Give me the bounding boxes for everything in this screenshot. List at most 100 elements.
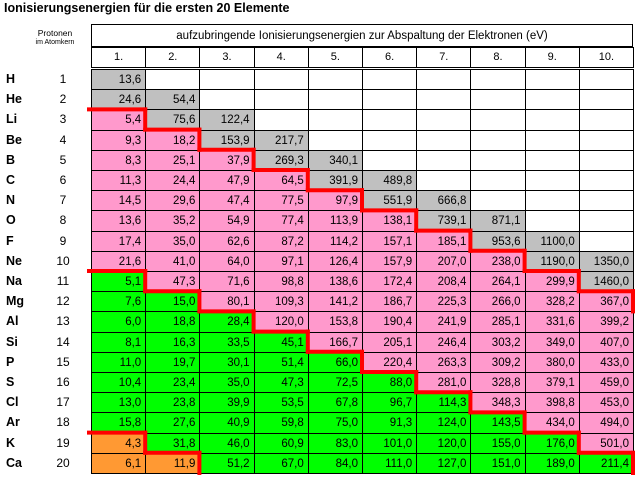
energy-cell: 46,0 [199,432,255,454]
energy-cell: 185,1 [416,230,472,252]
energy-cell: 88,0 [362,372,418,394]
element-symbol: He [6,92,22,107]
energy-cell: 6,1 [91,452,147,474]
energy-cell [470,190,526,212]
proton-count: 16 [56,375,70,389]
energy-cell: 71,6 [199,271,255,293]
energy-cell: 15,0 [145,291,201,313]
energy-cell [578,109,634,131]
energy-cell: 75,0 [307,412,363,434]
energy-cell [416,89,472,111]
energy-cell [362,69,418,91]
energy-cell: 45,1 [253,331,309,353]
proton-count: 3 [59,112,67,127]
energy-cell: 84,0 [307,452,363,474]
energy-cell: 53,5 [253,392,309,414]
energy-cell: 23,8 [145,392,201,414]
energy-cell: 35,0 [145,230,201,252]
energy-cell [362,109,418,131]
element-symbol: Ne [6,253,22,268]
energy-cell: 80,1 [199,291,255,313]
energy-cell [524,210,580,232]
element-symbol: Ca [6,455,22,470]
energy-cell: 9,3 [91,129,147,151]
energy-cell [416,109,472,131]
protonen-header-line1: Protonen [37,28,73,38]
energy-cell [524,149,580,171]
energy-cell: 28,4 [199,311,255,333]
energy-cell: 141,2 [307,291,363,313]
energy-cell: 35,2 [145,210,201,232]
energy-cell: 953,6 [470,230,526,252]
element-symbol: Mg [6,294,25,309]
energy-cell: 225,3 [416,291,472,313]
energy-cell: 299,9 [524,271,580,293]
energy-cell: 23,4 [145,372,201,394]
energy-cell: 246,4 [416,331,472,353]
energy-cell [470,69,526,91]
energy-cell: 459,0 [578,372,634,394]
element-symbol: H [6,72,16,86]
energy-cell: 285,1 [470,311,526,333]
energy-cell [524,69,580,91]
energy-cell: 13,6 [91,210,147,232]
energy-cell: 8,3 [91,149,147,171]
energy-cell [470,89,526,111]
protonen-header-line2: im Atomkern [35,39,75,46]
energy-cell: 207,0 [416,250,472,272]
energy-cell [362,129,418,151]
column-header: 6. [362,47,418,68]
energy-cell [578,89,634,111]
energy-cell: 494,0 [578,412,634,434]
energy-cell [362,149,418,171]
energy-cell: 51,2 [199,452,255,474]
energy-cell: 5,4 [91,109,147,131]
energy-cell: 31,8 [145,432,201,454]
energy-cell: 114,3 [416,392,472,414]
energy-cell: 143,5 [470,412,526,434]
energy-cell [578,129,634,151]
energy-cell: 328,8 [470,372,526,394]
column-header: 10. [578,47,634,68]
column-header: 7. [416,47,472,68]
energy-cell: 122,4 [199,109,255,131]
element-symbol: Ar [6,415,20,430]
energy-cell: 205,1 [362,331,418,353]
energy-cell: 398,8 [524,392,580,414]
energy-cell [253,89,309,111]
energy-cell [470,129,526,151]
energy-cell: 331,6 [524,311,580,333]
energy-cell: 64,5 [253,170,309,192]
energy-cell [524,89,580,111]
energy-cell: 551,9 [362,190,418,212]
energy-cell: 18,8 [145,311,201,333]
energy-cell [578,69,634,91]
proton-count: 18 [56,415,70,430]
energy-cell: 348,3 [470,392,526,414]
energy-header: aufzubringende Ionisierungsenergien zur … [91,24,633,47]
energy-cell: 37,9 [199,149,255,171]
energy-cell: 266,0 [470,291,526,313]
column-header: 8. [470,47,526,68]
energy-cell: 120,0 [253,311,309,333]
column-header: 1. [91,47,147,68]
energy-cell: 489,8 [362,170,418,192]
element-symbol: P [6,354,15,369]
energy-cell: 96,7 [362,392,418,414]
energy-cell: 453,0 [578,392,634,414]
energy-cell: 241,9 [416,311,472,333]
energy-cell: 153,8 [307,311,363,333]
energy-cell: 155,0 [470,432,526,454]
energy-cell: 8,1 [91,331,147,353]
energy-cell: 13,6 [91,69,147,91]
energy-cell [524,109,580,131]
energy-cell [307,89,363,111]
energy-cell: 340,1 [307,149,363,171]
energy-cell: 114,2 [307,230,363,252]
energy-cell: 501,0 [578,432,634,454]
energy-cell: 66,0 [307,351,363,373]
energy-cell: 263,3 [416,351,472,373]
proton-count: 2 [59,92,67,107]
proton-count: 6 [59,173,67,187]
